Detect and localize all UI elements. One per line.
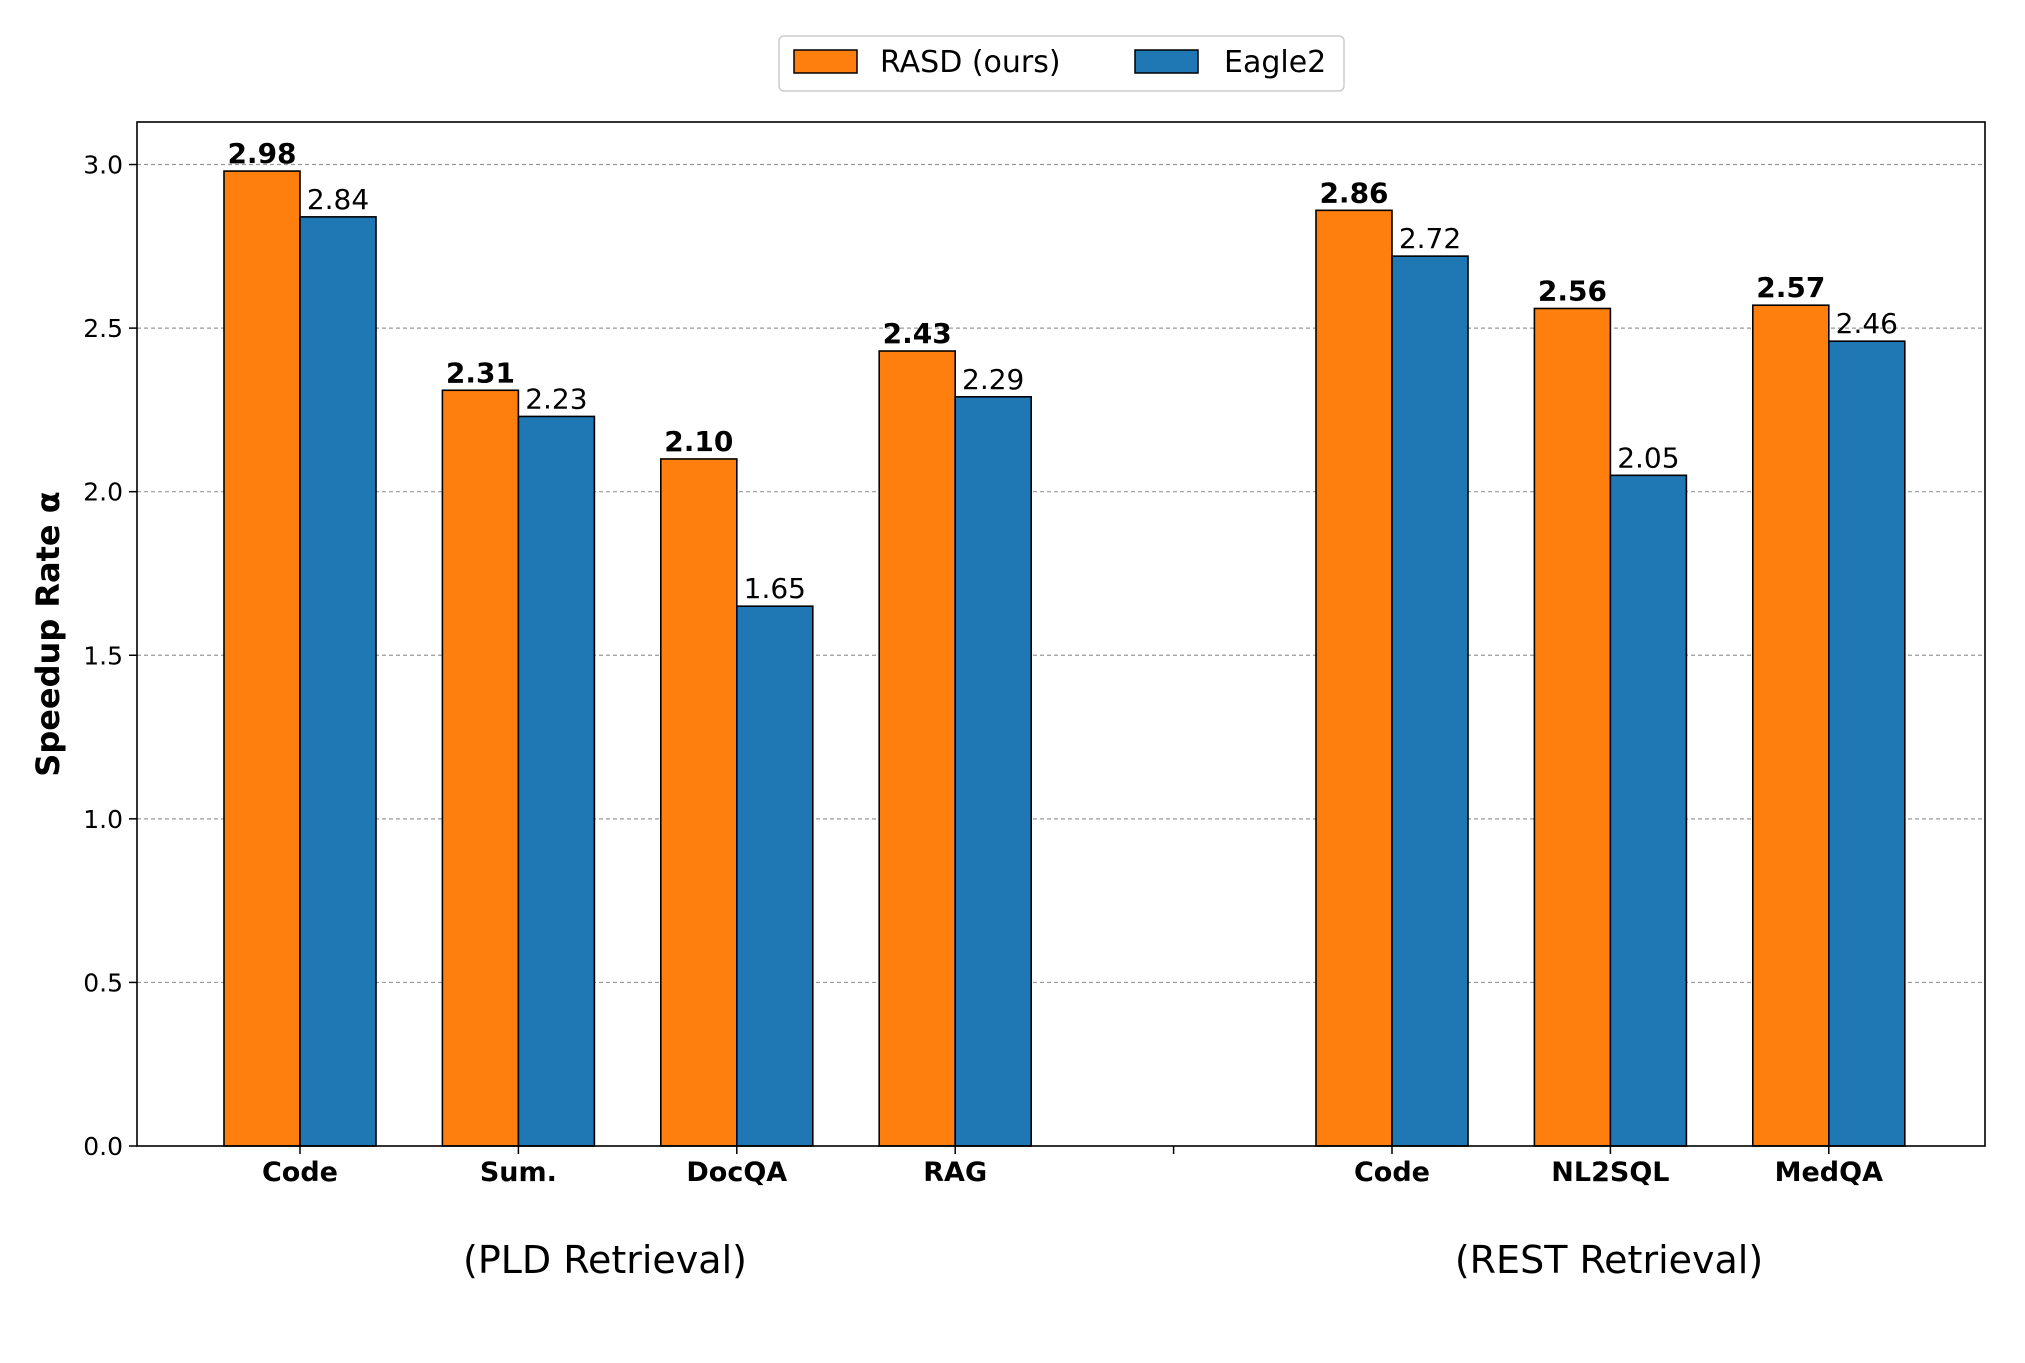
bars xyxy=(223,170,1906,1147)
group-label-pld: (PLD Retrieval) xyxy=(463,1238,747,1282)
grid-lines xyxy=(137,163,1985,984)
x-tick-label: Code xyxy=(1354,1157,1430,1188)
legend: RASD (ours) Eagle2 xyxy=(778,35,1345,92)
data-label-rasd: 2.57 xyxy=(1756,271,1825,304)
y-tick-label: 2.5 xyxy=(83,314,123,343)
bar-rasd xyxy=(659,458,738,1147)
y-tick-label: 2.0 xyxy=(83,478,123,507)
data-labels: 2.98 2.31 2.10 2.43 2.86 2.56 2.57 2.84 2.23 1.65… xyxy=(227,137,1898,605)
bar-rasd xyxy=(878,350,957,1147)
x-axis: Code Sum. DocQA RAG Code NL2SQL MedQA xyxy=(262,1146,1883,1188)
x-tick-label: Code xyxy=(262,1157,338,1188)
data-label-rasd: 2.98 xyxy=(227,137,296,170)
axes-frame xyxy=(136,121,1986,1147)
legend-label-eagle2: Eagle2 xyxy=(1224,45,1326,80)
x-tick-label: MedQA xyxy=(1775,1157,1883,1188)
bar-rasd xyxy=(1752,304,1830,1147)
data-label-rasd: 2.43 xyxy=(883,317,952,350)
x-tick-label: DocQA xyxy=(686,1157,787,1188)
data-label-rasd: 2.56 xyxy=(1538,274,1607,307)
y-axis: 0.0 0.5 1.0 1.5 2.0 2.5 3.0 xyxy=(83,151,137,1161)
bar-eagle2 xyxy=(735,605,814,1147)
data-label-rasd: 2.10 xyxy=(664,425,733,458)
y-tick-label: 3.0 xyxy=(83,151,123,180)
bar-eagle2 xyxy=(1609,474,1688,1147)
bar-eagle2 xyxy=(954,396,1033,1147)
y-tick-label: 0.5 xyxy=(83,968,123,997)
bar-eagle2 xyxy=(517,415,596,1147)
data-label-eagle2: 2.23 xyxy=(525,382,587,415)
x-tick-label: RAG xyxy=(923,1157,987,1188)
y-axis-label: Speedup Rate α xyxy=(29,491,67,776)
legend-swatch-eagle2 xyxy=(1134,49,1199,74)
data-label-rasd: 2.86 xyxy=(1319,176,1388,209)
bar-rasd xyxy=(1315,209,1393,1147)
bar-rasd xyxy=(223,170,301,1147)
data-label-eagle2: 2.05 xyxy=(1617,441,1679,474)
bar-rasd xyxy=(1533,307,1612,1147)
data-label-eagle2: 2.84 xyxy=(307,183,369,216)
data-label-rasd: 2.31 xyxy=(446,356,515,389)
y-tick-label: 0.0 xyxy=(83,1132,123,1161)
data-label-eagle2: 1.65 xyxy=(744,572,806,605)
data-label-eagle2: 2.72 xyxy=(1399,222,1461,255)
x-tick-label: Sum. xyxy=(480,1157,557,1188)
x-tick-label: NL2SQL xyxy=(1551,1157,1669,1188)
y-tick-label: 1.0 xyxy=(83,805,123,834)
y-tick-label: 1.5 xyxy=(83,641,123,670)
legend-label-rasd: RASD (ours) xyxy=(880,45,1061,80)
bar-eagle2 xyxy=(1828,340,1906,1147)
legend-swatch-rasd xyxy=(793,49,858,74)
group-label-rest: (REST Retrieval) xyxy=(1455,1238,1763,1282)
legend-frame xyxy=(778,35,1345,92)
data-label-eagle2: 2.46 xyxy=(1836,307,1898,340)
bar-eagle2 xyxy=(299,216,377,1147)
data-label-eagle2: 2.29 xyxy=(962,363,1024,396)
bar-eagle2 xyxy=(1391,255,1469,1147)
bar-rasd xyxy=(441,389,520,1147)
